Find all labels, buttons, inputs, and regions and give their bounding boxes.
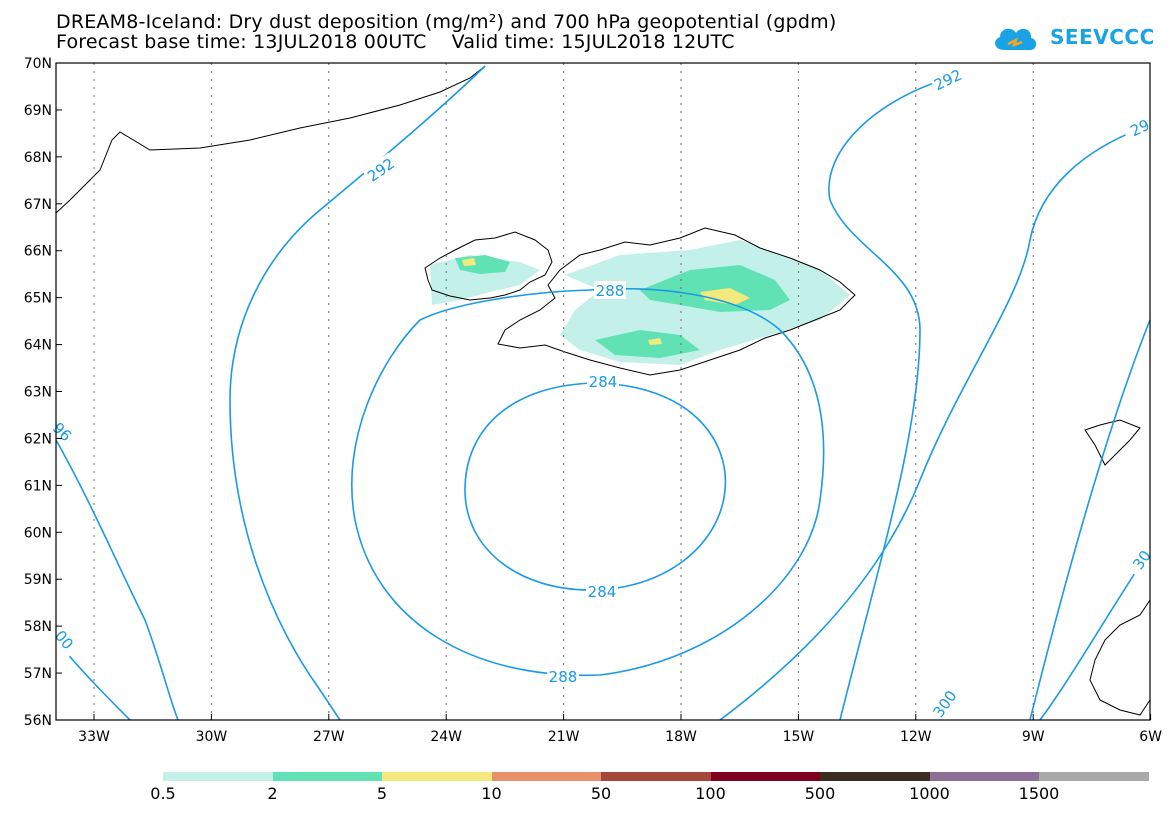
- legend-label: 50: [590, 784, 612, 803]
- contour-label-bg: [362, 152, 399, 186]
- lat-tick-label: 60N: [24, 525, 52, 541]
- lon-tick-label: 18W: [665, 729, 697, 745]
- legend-label: 1500: [1018, 784, 1060, 803]
- contour-label-bg: [1121, 112, 1158, 143]
- lat-tick-label: 67N: [24, 197, 52, 213]
- lat-tick-label: 70N: [24, 56, 52, 72]
- lon-tick-label: 24W: [430, 729, 462, 745]
- lat-tick-label: 66N: [24, 244, 52, 260]
- legend-label: 100: [695, 784, 726, 803]
- legend-swatch: [601, 772, 711, 781]
- lat-tick-label: 61N: [24, 478, 52, 494]
- lat-tick-label: 57N: [24, 666, 52, 682]
- lat-tick-label: 56N: [24, 713, 52, 729]
- lon-tick-label: 15W: [783, 729, 815, 745]
- legend-label: 5: [376, 784, 388, 803]
- lat-tick-label: 62N: [24, 431, 52, 447]
- contour-label: 288: [596, 282, 625, 300]
- legend-label: 0.5: [150, 784, 176, 803]
- legend-swatch: [929, 772, 1039, 781]
- legend-swatch: [382, 772, 492, 781]
- legend-label: 1000: [909, 784, 950, 803]
- contour-label-bg: [587, 372, 619, 390]
- lat-tick-label: 65N: [24, 291, 52, 307]
- lon-tick-label: 12W: [900, 729, 932, 745]
- lon-tick-label: 6W: [1139, 729, 1162, 745]
- contour-label: 284: [589, 373, 618, 391]
- legend-swatch: [163, 772, 273, 781]
- contour-label-bg: [594, 281, 626, 299]
- logo-text: SEEVCCC: [1050, 25, 1155, 49]
- lat-tick-label: 64N: [24, 338, 52, 354]
- legend-label: 500: [804, 784, 836, 803]
- lat-tick-label: 58N: [24, 619, 52, 635]
- lon-tick-label: 9W: [1022, 729, 1045, 745]
- axis-ticks: 70N 69N 68N 67N 66N 65N 64N 63N 62N 61N 60N 59N 58N 5…: [24, 56, 1162, 745]
- seevccc-cloud-logo-icon: [995, 28, 1037, 50]
- chart-subtitle: Forecast base time: 13JUL2018 00UTC Vali…: [56, 31, 735, 53]
- contour-label-bg: [547, 667, 579, 685]
- legend-swatch: [710, 772, 820, 781]
- legend-swatch: [1039, 772, 1149, 781]
- lat-tick-label: 69N: [24, 103, 52, 119]
- lat-tick-label: 68N: [24, 150, 52, 166]
- legend-swatch: [820, 772, 930, 781]
- map-gridlines: [93, 63, 1034, 720]
- contour-label: 288: [549, 668, 578, 686]
- contour-label-bg: [45, 413, 81, 449]
- lat-tick-label: 59N: [24, 572, 52, 588]
- lat-tick-label: 63N: [24, 385, 52, 401]
- legend-swatch: [272, 772, 382, 781]
- contour-label-bg: [927, 685, 961, 722]
- contour-label-bg: [586, 582, 618, 600]
- contour-label: 284: [588, 583, 617, 601]
- legend-label: 10: [481, 784, 502, 803]
- contour-label-bg: [929, 64, 966, 95]
- map-frame: [55, 62, 1151, 721]
- legend-swatch: [491, 772, 601, 781]
- lon-tick-label: 30W: [196, 729, 228, 745]
- geopotential-contours: [55, 65, 1151, 721]
- lon-tick-label: 27W: [313, 729, 345, 745]
- lon-tick-label: 33W: [78, 729, 110, 745]
- dust-deposition-field: [430, 240, 850, 365]
- coastline: [55, 65, 1151, 716]
- lon-tick-label: 21W: [548, 729, 580, 745]
- legend-label: 2: [267, 784, 278, 803]
- chart-title: DREAM8-Iceland: Dry dust deposition (mg/…: [56, 11, 837, 33]
